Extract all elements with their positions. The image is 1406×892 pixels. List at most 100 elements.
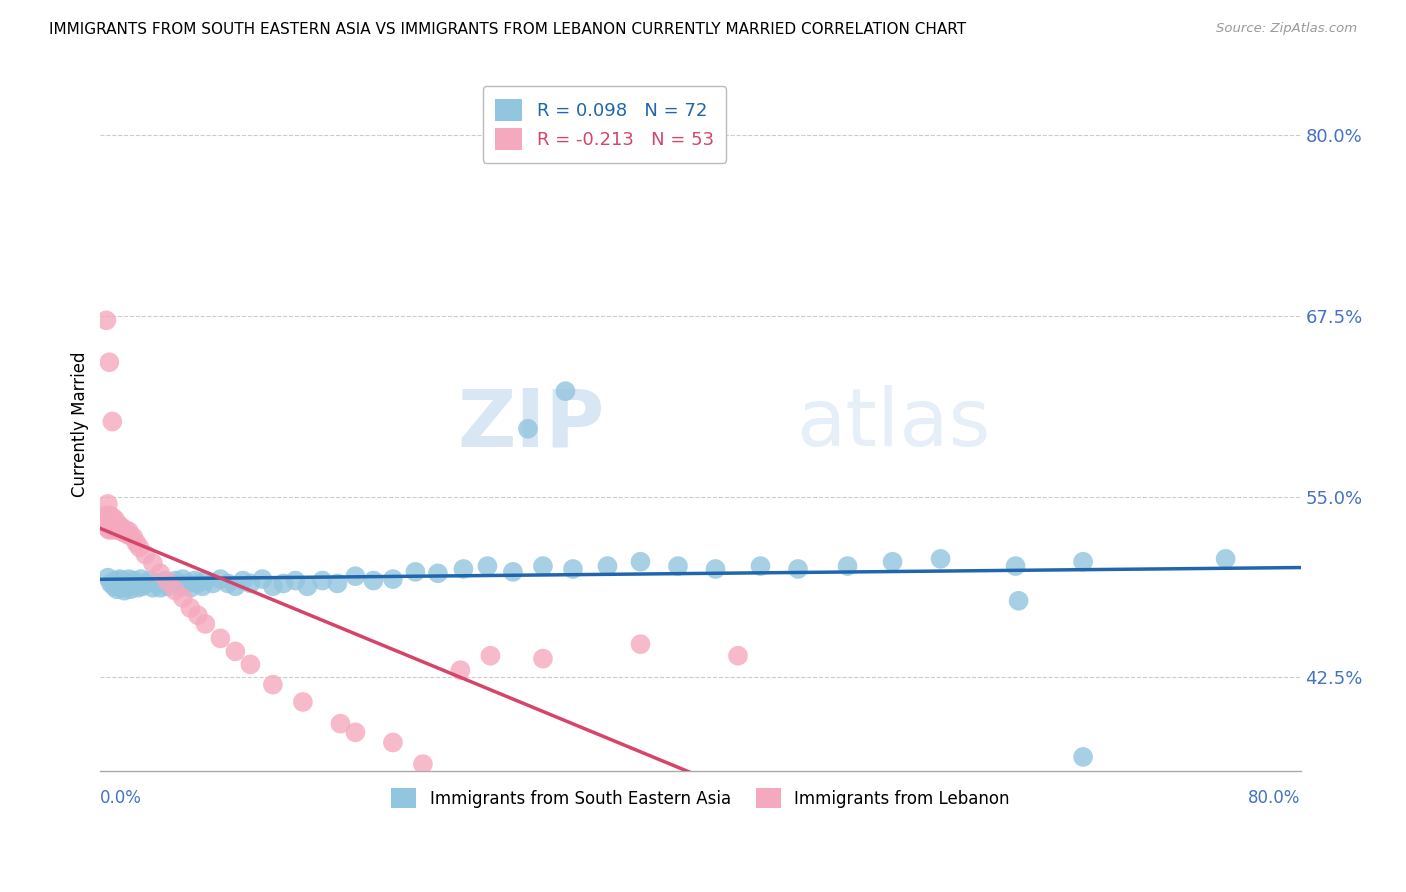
Point	[97, 571, 120, 585]
Point	[165, 574, 187, 588]
Point	[115, 523, 138, 537]
Point	[297, 579, 319, 593]
Point	[262, 678, 284, 692]
Point	[531, 651, 554, 665]
Text: IMMIGRANTS FROM SOUTH EASTERN ASIA VS IMMIGRANTS FROM LEBANON CURRENTLY MARRIED : IMMIGRANTS FROM SOUTH EASTERN ASIA VS IM…	[49, 22, 966, 37]
Point	[187, 608, 209, 623]
Point	[1215, 552, 1237, 566]
Point	[117, 579, 139, 593]
Point	[929, 552, 952, 566]
Point	[194, 574, 217, 588]
Point	[666, 559, 689, 574]
Point	[412, 757, 434, 772]
Point	[749, 559, 772, 574]
Point	[112, 583, 135, 598]
Point	[284, 574, 307, 588]
Point	[1004, 559, 1026, 574]
Point	[291, 695, 314, 709]
Point	[101, 510, 124, 524]
Point	[120, 529, 142, 543]
Point	[98, 508, 121, 523]
Point	[146, 576, 169, 591]
Point	[115, 576, 138, 591]
Point	[104, 521, 127, 535]
Text: Source: ZipAtlas.com: Source: ZipAtlas.com	[1216, 22, 1357, 36]
Point	[837, 559, 859, 574]
Point	[110, 524, 132, 539]
Point	[108, 518, 131, 533]
Point	[94, 518, 117, 533]
Point	[326, 576, 349, 591]
Point	[262, 579, 284, 593]
Point	[704, 562, 727, 576]
Point	[129, 572, 152, 586]
Point	[169, 579, 191, 593]
Point	[217, 576, 239, 591]
Point	[149, 581, 172, 595]
Point	[100, 513, 122, 527]
Point	[101, 520, 124, 534]
Point	[156, 579, 179, 593]
Point	[477, 559, 499, 574]
Point	[125, 536, 148, 550]
Point	[224, 579, 246, 593]
Point	[120, 582, 142, 597]
Point	[381, 572, 404, 586]
Point	[134, 548, 156, 562]
Point	[311, 574, 333, 588]
Point	[122, 574, 145, 588]
Point	[239, 576, 262, 591]
Point	[107, 523, 129, 537]
Point	[112, 525, 135, 540]
Point	[239, 657, 262, 672]
Point	[105, 582, 128, 597]
Point	[273, 576, 295, 591]
Point	[96, 508, 118, 523]
Point	[165, 583, 187, 598]
Point	[201, 576, 224, 591]
Point	[191, 579, 214, 593]
Text: atlas: atlas	[797, 385, 991, 464]
Point	[882, 555, 904, 569]
Point	[128, 541, 150, 555]
Point	[118, 572, 141, 586]
Point	[142, 581, 165, 595]
Point	[596, 559, 619, 574]
Point	[101, 415, 124, 429]
Point	[630, 555, 652, 569]
Point	[1071, 750, 1094, 764]
Point	[209, 572, 232, 586]
Point	[449, 663, 471, 677]
Point	[134, 576, 156, 591]
Point	[98, 355, 121, 369]
Point	[404, 565, 426, 579]
Point	[344, 569, 367, 583]
Point	[104, 574, 127, 588]
Point	[156, 574, 179, 589]
Point	[232, 574, 254, 588]
Point	[502, 565, 524, 579]
Point	[103, 523, 125, 537]
Point	[479, 648, 502, 663]
Point	[630, 637, 652, 651]
Point	[363, 574, 385, 588]
Point	[97, 521, 120, 535]
Text: 0.0%: 0.0%	[100, 789, 142, 806]
Point	[117, 527, 139, 541]
Point	[209, 632, 232, 646]
Point	[172, 572, 194, 586]
Point	[124, 576, 146, 591]
Point	[329, 716, 352, 731]
Point	[127, 581, 149, 595]
Point	[103, 579, 125, 593]
Point	[179, 581, 201, 595]
Point	[153, 574, 176, 588]
Point	[381, 735, 404, 749]
Text: ZIP: ZIP	[457, 385, 605, 464]
Point	[344, 725, 367, 739]
Point	[252, 572, 274, 586]
Point	[172, 591, 194, 605]
Point	[787, 562, 810, 576]
Point	[122, 530, 145, 544]
Point	[162, 576, 184, 591]
